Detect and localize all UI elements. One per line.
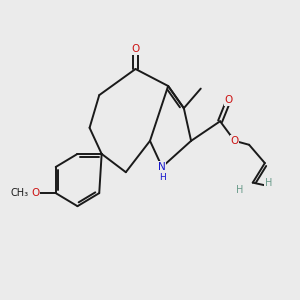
Text: O: O: [131, 44, 140, 54]
Text: H: H: [159, 173, 166, 182]
Text: O: O: [224, 95, 233, 105]
Text: CH₃: CH₃: [11, 188, 28, 198]
Text: H: H: [236, 185, 243, 196]
Text: H: H: [265, 178, 272, 188]
Text: O: O: [31, 188, 39, 198]
Text: N: N: [158, 162, 166, 172]
Text: O: O: [230, 136, 239, 146]
